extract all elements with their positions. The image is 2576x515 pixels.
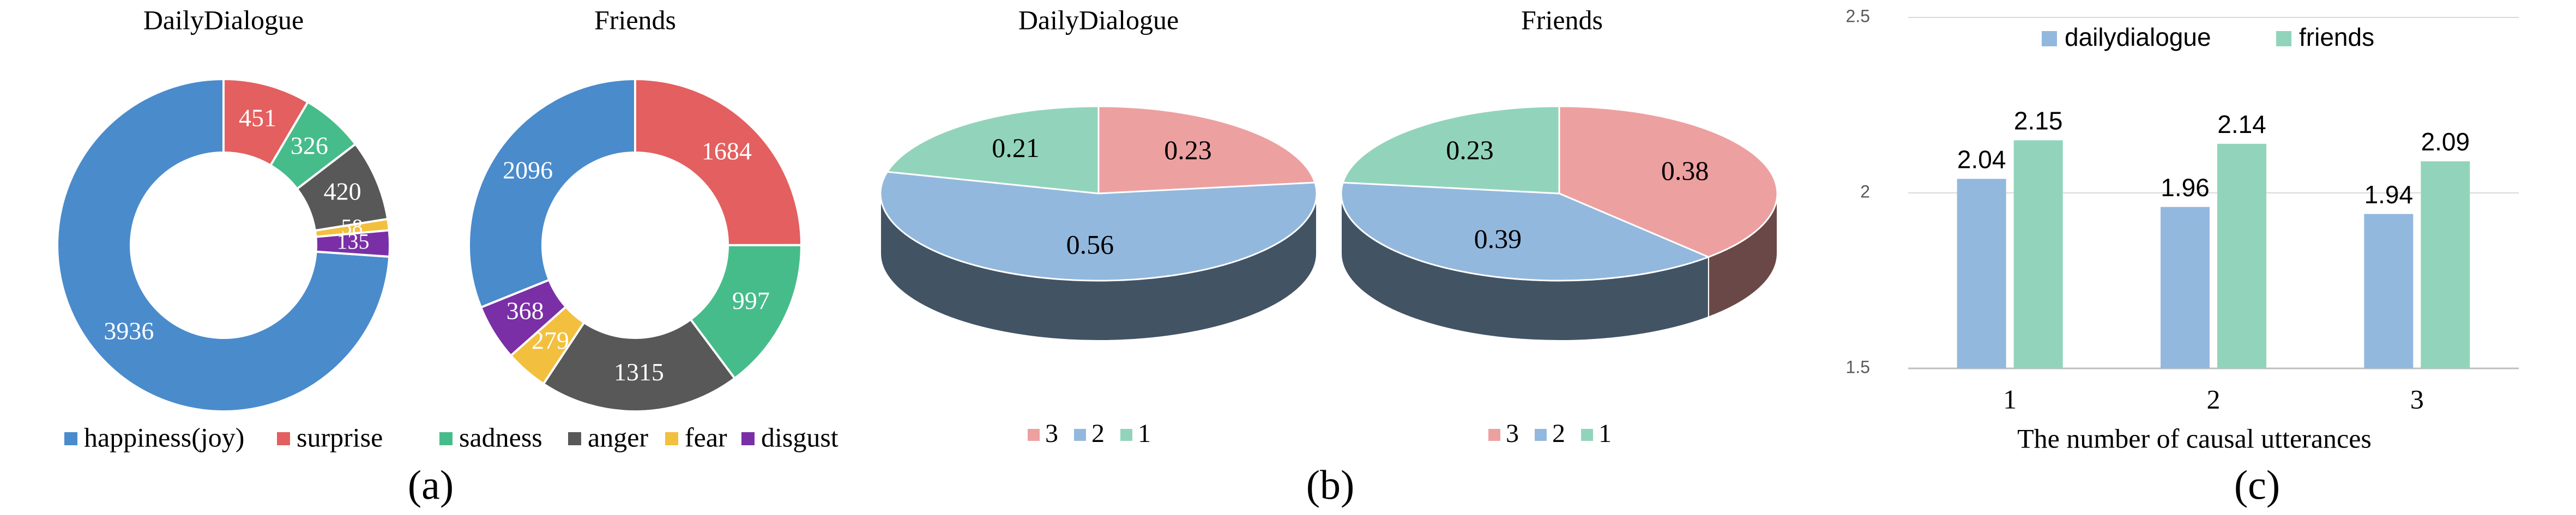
donut-slice-sadness xyxy=(689,244,803,380)
pie3d-slice-2 xyxy=(879,171,1318,282)
pie3d-slice-3 xyxy=(1558,105,1778,258)
legend-swatch-2 xyxy=(1074,429,1086,441)
pie3d-slice-value-3: 0.23 xyxy=(1164,135,1212,165)
bar-value-label-friends-2: 2.14 xyxy=(2217,110,2266,138)
legend-label-1: 1 xyxy=(1598,419,1612,448)
donut-slice-happiness-joy xyxy=(56,77,391,413)
donut-slice-anger xyxy=(542,318,737,413)
legend-label-3: 3 xyxy=(1045,419,1058,448)
panel-label-c: (c) xyxy=(2234,462,2280,508)
chart-title: Friends xyxy=(594,4,676,35)
bar-friends-2 xyxy=(2217,143,2266,368)
bar-value-label-friends-3: 2.09 xyxy=(2421,128,2470,156)
y-tick-label: 1.5 xyxy=(1846,357,1870,377)
donut-slice-disgust xyxy=(479,278,568,358)
bar-dailydialogue-2 xyxy=(2161,207,2210,368)
pie3d-slice-value-2: 0.56 xyxy=(1066,229,1114,259)
y-tick-label: 2 xyxy=(1860,181,1870,201)
bar-friends-3 xyxy=(2421,161,2470,368)
bar-value-label-dailydialogue-2: 1.96 xyxy=(2161,173,2210,202)
legend-swatch-happiness-joy xyxy=(64,432,77,445)
donut-slice-value-disgust: 368 xyxy=(506,297,544,325)
pie3d-slice-value-1: 0.21 xyxy=(992,132,1040,163)
panel-b-3d-pie-charts: DailyDialogue 0.23 0.56 0.21 3 2 1 Friends 0.38 0… xyxy=(879,4,1778,508)
x-tick-label: 3 xyxy=(2410,384,2424,414)
legend-swatch-3 xyxy=(1028,429,1040,441)
donut-slice-disgust xyxy=(315,229,391,258)
legend-label-dailydialogue: dailydialogue xyxy=(2065,23,2211,51)
legend-label-anger: anger xyxy=(588,422,648,452)
chart-title: Friends xyxy=(1521,4,1603,35)
x-tick-label: 1 xyxy=(2003,384,2017,414)
bar-value-label-dailydialogue-1: 2.04 xyxy=(1957,145,2006,173)
donut-slice-value-anger: 420 xyxy=(324,178,361,205)
donut-slice-value-disgust: 135 xyxy=(336,229,369,254)
chart-title: DailyDialogue xyxy=(1018,4,1179,35)
donut-slice-surprise xyxy=(634,77,803,246)
pie3d-slice-1 xyxy=(1342,105,1560,195)
panel-a-donut-charts: DailyDialogue393645132642058135Friends20… xyxy=(56,4,838,508)
legend-swatch-2 xyxy=(1535,429,1547,441)
pie3d-slice-2 xyxy=(1340,181,1711,282)
bar-legend: dailydialogue friends xyxy=(2042,23,2374,51)
pie3d-chart-dailydialogue-2: DailyDialogue 0.23 0.56 0.21 3 2 1 xyxy=(879,4,1318,448)
donut-slice-value-sadness: 326 xyxy=(291,132,328,160)
legend-swatch-dailydialogue xyxy=(2042,31,2057,46)
pie3d-legend: 3 2 1 xyxy=(1488,419,1612,448)
legend-swatch-1 xyxy=(1581,429,1593,441)
pie3d-slice-value-3: 0.38 xyxy=(1661,155,1709,186)
donut-slice-value-surprise: 451 xyxy=(239,104,276,131)
x-axis-title: The number of causal utterances xyxy=(2017,423,2372,453)
pie3d-legend: 3 2 1 xyxy=(1028,419,1151,448)
legend-label-2: 2 xyxy=(1091,419,1105,448)
panel-c-bar-chart: 1.5 2 2.5 2.04 2.15 1 1.96 2.14 2 1.942.09 3 dailyd… xyxy=(1846,6,2519,508)
panel-label-a: (a) xyxy=(408,462,454,508)
legend-swatch-anger xyxy=(568,432,581,445)
legend-label-disgust: disgust xyxy=(761,422,838,452)
pie3d-slice-1 xyxy=(885,105,1100,195)
donut-slice-happiness-joy xyxy=(468,77,636,309)
legend-swatch-surprise xyxy=(277,432,290,445)
legend-emotions: happiness(joy) surprise sadness anger fear di… xyxy=(64,422,838,452)
legend-label-surprise: surprise xyxy=(297,422,383,452)
legend-swatch-sadness xyxy=(439,432,453,445)
pie3d-chart-friends-3: Friends 0.38 0.39 0.23 3 2 1 xyxy=(1340,4,1778,448)
panel-label-b: (b) xyxy=(1306,462,1355,508)
pie3d-slice-3 xyxy=(1097,105,1316,195)
legend-swatch-fear xyxy=(665,432,678,445)
legend-swatch-3 xyxy=(1488,429,1500,441)
legend-label-happiness-joy: happiness(joy) xyxy=(84,422,244,452)
legend-label-sadness: sadness xyxy=(459,422,542,452)
donut-slice-value-surprise: 1684 xyxy=(702,137,752,165)
donut-slice-value-anger: 1315 xyxy=(614,358,664,386)
chart-title: DailyDialogue xyxy=(143,4,304,35)
bar-value-label-friends-1: 2.15 xyxy=(2014,107,2063,135)
legend-label-fear: fear xyxy=(685,422,727,452)
x-tick-label: 2 xyxy=(2207,384,2221,414)
pie3d-slice-value-1: 0.23 xyxy=(1446,135,1494,165)
bar-value-label-dailydialogue-3: 1.94 xyxy=(2364,180,2414,209)
legend-label-friends: friends xyxy=(2299,23,2374,51)
legend-swatch-disgust xyxy=(741,432,755,445)
legend-label-3: 3 xyxy=(1506,419,1519,448)
y-tick-label: 2.5 xyxy=(1846,6,1870,26)
bar-dailydialogue-3 xyxy=(2364,214,2414,368)
legend-label-1: 1 xyxy=(1138,419,1151,448)
donut-slice-value-happiness-joy: 3936 xyxy=(104,317,154,345)
legend-swatch-friends xyxy=(2276,31,2291,46)
donut-slice-value-happiness-joy: 2096 xyxy=(503,156,553,184)
bar-dailydialogue-1 xyxy=(1957,179,2006,368)
bar-friends-1 xyxy=(2013,140,2063,368)
donut-slice-value-sadness: 997 xyxy=(732,287,770,314)
legend-swatch-1 xyxy=(1120,429,1132,441)
legend-label-2: 2 xyxy=(1552,419,1565,448)
pie3d-slice-value-2: 0.39 xyxy=(1474,223,1522,254)
